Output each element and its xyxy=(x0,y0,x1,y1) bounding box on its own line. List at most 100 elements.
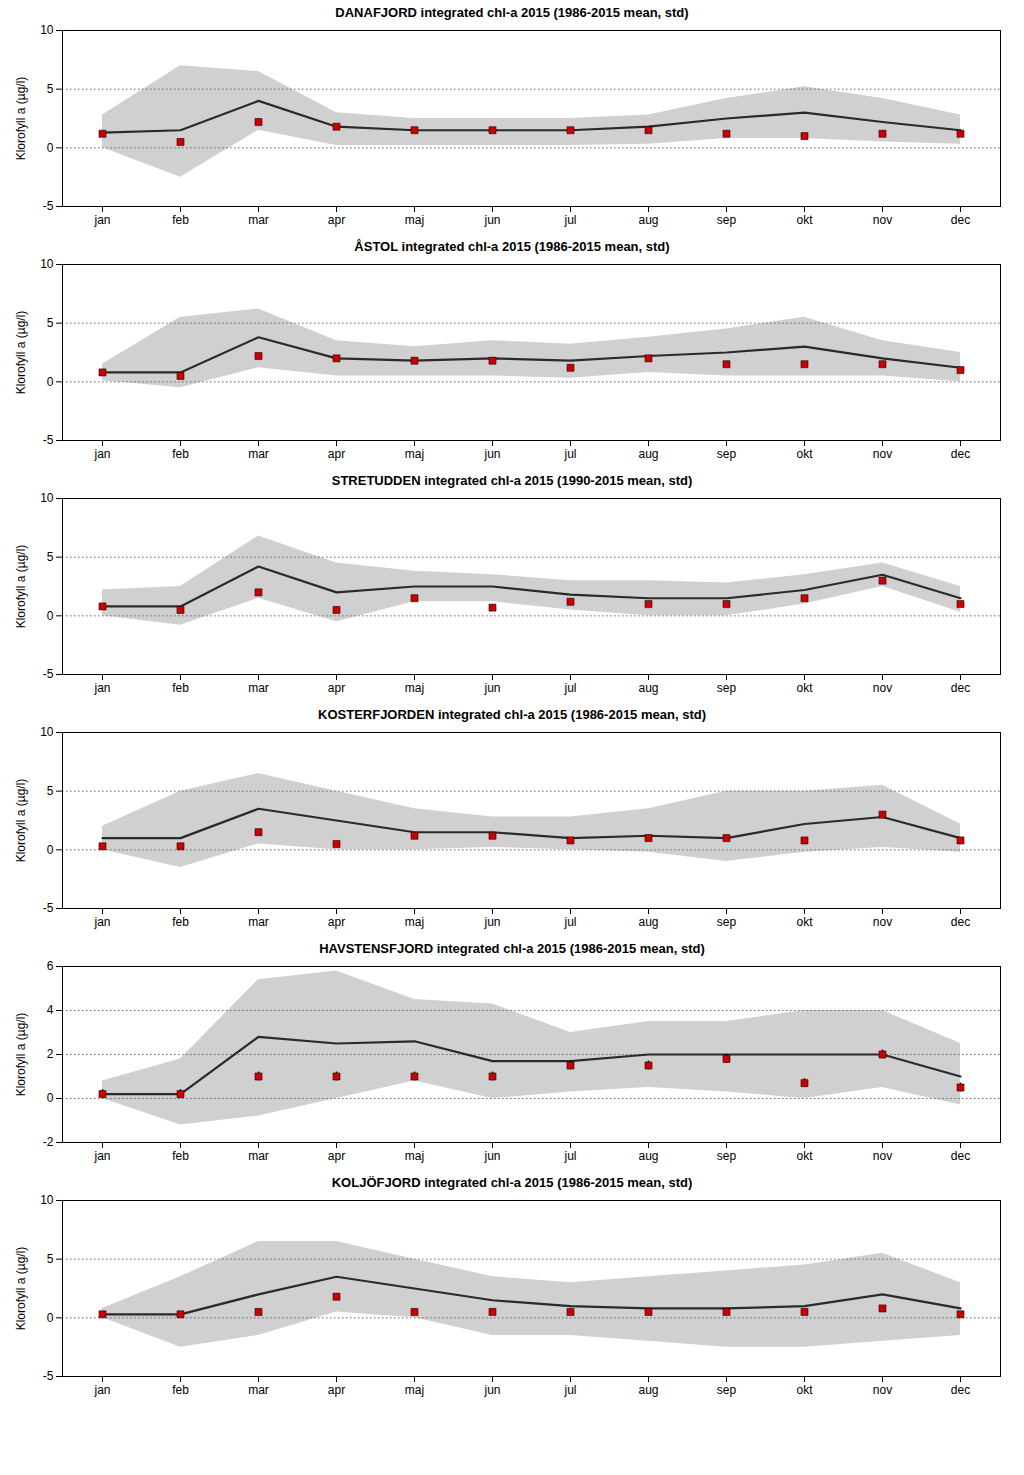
svg-text:sep: sep xyxy=(717,1383,737,1397)
svg-text:5: 5 xyxy=(47,550,54,564)
svg-text:feb: feb xyxy=(172,681,189,695)
svg-text:-5: -5 xyxy=(43,433,54,447)
svg-text:mar: mar xyxy=(248,1149,269,1163)
svg-text:5: 5 xyxy=(47,82,54,96)
svg-text:6: 6 xyxy=(47,959,54,973)
svg-text:aug: aug xyxy=(638,915,658,929)
svg-text:jan: jan xyxy=(93,213,110,227)
svg-text:jan: jan xyxy=(93,681,110,695)
svg-text:jul: jul xyxy=(563,1383,576,1397)
svg-text:Klorofyll a (µg/l): Klorofyll a (µg/l) xyxy=(14,311,28,395)
svg-text:0: 0 xyxy=(47,375,54,389)
svg-text:jul: jul xyxy=(563,1149,576,1163)
svg-text:10: 10 xyxy=(40,725,54,739)
svg-text:feb: feb xyxy=(172,213,189,227)
svg-text:jun: jun xyxy=(483,213,500,227)
svg-text:-5: -5 xyxy=(43,667,54,681)
svg-text:mar: mar xyxy=(248,447,269,461)
svg-text:aug: aug xyxy=(638,213,658,227)
svg-text:sep: sep xyxy=(717,447,737,461)
svg-text:10: 10 xyxy=(40,1193,54,1207)
svg-text:jun: jun xyxy=(483,1149,500,1163)
svg-text:jan: jan xyxy=(93,1149,110,1163)
svg-text:jan: jan xyxy=(93,447,110,461)
svg-text:0: 0 xyxy=(47,609,54,623)
svg-text:feb: feb xyxy=(172,1149,189,1163)
svg-text:sep: sep xyxy=(717,915,737,929)
svg-text:aug: aug xyxy=(638,1149,658,1163)
svg-text:jun: jun xyxy=(483,681,500,695)
svg-text:5: 5 xyxy=(47,1252,54,1266)
svg-text:jun: jun xyxy=(483,915,500,929)
svg-text:nov: nov xyxy=(873,447,892,461)
svg-text:maj: maj xyxy=(405,1383,424,1397)
svg-text:10: 10 xyxy=(40,257,54,271)
svg-text:sep: sep xyxy=(717,213,737,227)
svg-text:dec: dec xyxy=(951,447,970,461)
svg-text:apr: apr xyxy=(328,915,345,929)
svg-text:okt: okt xyxy=(796,1383,813,1397)
svg-text:okt: okt xyxy=(796,447,813,461)
svg-text:jul: jul xyxy=(563,213,576,227)
svg-text:2: 2 xyxy=(47,1047,54,1061)
svg-text:5: 5 xyxy=(47,316,54,330)
svg-text:mar: mar xyxy=(248,213,269,227)
svg-text:feb: feb xyxy=(172,1383,189,1397)
svg-text:dec: dec xyxy=(951,915,970,929)
svg-text:aug: aug xyxy=(638,681,658,695)
svg-text:jul: jul xyxy=(563,681,576,695)
svg-text:apr: apr xyxy=(328,1383,345,1397)
svg-text:nov: nov xyxy=(873,1149,892,1163)
svg-text:mar: mar xyxy=(248,915,269,929)
svg-text:jun: jun xyxy=(483,447,500,461)
svg-text:maj: maj xyxy=(405,213,424,227)
svg-text:jul: jul xyxy=(563,447,576,461)
svg-text:dec: dec xyxy=(951,1383,970,1397)
svg-text:maj: maj xyxy=(405,447,424,461)
svg-text:apr: apr xyxy=(328,1149,345,1163)
svg-text:mar: mar xyxy=(248,1383,269,1397)
svg-text:apr: apr xyxy=(328,681,345,695)
svg-text:4: 4 xyxy=(47,1003,54,1017)
svg-text:-2: -2 xyxy=(43,1135,54,1149)
svg-text:jun: jun xyxy=(483,1383,500,1397)
svg-text:jul: jul xyxy=(563,915,576,929)
svg-text:dec: dec xyxy=(951,681,970,695)
svg-text:maj: maj xyxy=(405,681,424,695)
svg-text:sep: sep xyxy=(717,681,737,695)
svg-text:nov: nov xyxy=(873,213,892,227)
svg-text:feb: feb xyxy=(172,447,189,461)
svg-text:-5: -5 xyxy=(43,199,54,213)
svg-text:maj: maj xyxy=(405,915,424,929)
svg-text:nov: nov xyxy=(873,681,892,695)
svg-text:jan: jan xyxy=(93,915,110,929)
svg-text:dec: dec xyxy=(951,1149,970,1163)
svg-text:nov: nov xyxy=(873,1383,892,1397)
svg-text:sep: sep xyxy=(717,1149,737,1163)
svg-text:10: 10 xyxy=(40,23,54,37)
svg-text:-5: -5 xyxy=(43,901,54,915)
svg-text:okt: okt xyxy=(796,213,813,227)
svg-text:okt: okt xyxy=(796,681,813,695)
svg-text:feb: feb xyxy=(172,915,189,929)
svg-text:maj: maj xyxy=(405,1149,424,1163)
svg-text:Klorofyll a (µg/l): Klorofyll a (µg/l) xyxy=(14,1247,28,1331)
svg-text:Klorofyll a (µg/l): Klorofyll a (µg/l) xyxy=(14,545,28,629)
svg-text:jan: jan xyxy=(93,1383,110,1397)
svg-text:Klorofyll a (µg/l): Klorofyll a (µg/l) xyxy=(14,1013,28,1097)
svg-text:mar: mar xyxy=(248,681,269,695)
svg-text:0: 0 xyxy=(47,843,54,857)
svg-text:0: 0 xyxy=(47,1311,54,1325)
svg-text:apr: apr xyxy=(328,213,345,227)
svg-text:nov: nov xyxy=(873,915,892,929)
svg-text:apr: apr xyxy=(328,447,345,461)
svg-text:-5: -5 xyxy=(43,1369,54,1383)
svg-text:okt: okt xyxy=(796,915,813,929)
svg-text:0: 0 xyxy=(47,141,54,155)
svg-text:aug: aug xyxy=(638,1383,658,1397)
svg-text:aug: aug xyxy=(638,447,658,461)
svg-text:dec: dec xyxy=(951,213,970,227)
svg-text:Klorofyll a (µg/l): Klorofyll a (µg/l) xyxy=(14,779,28,863)
svg-text:Klorofyll a (µg/l): Klorofyll a (µg/l) xyxy=(14,77,28,161)
svg-text:5: 5 xyxy=(47,784,54,798)
